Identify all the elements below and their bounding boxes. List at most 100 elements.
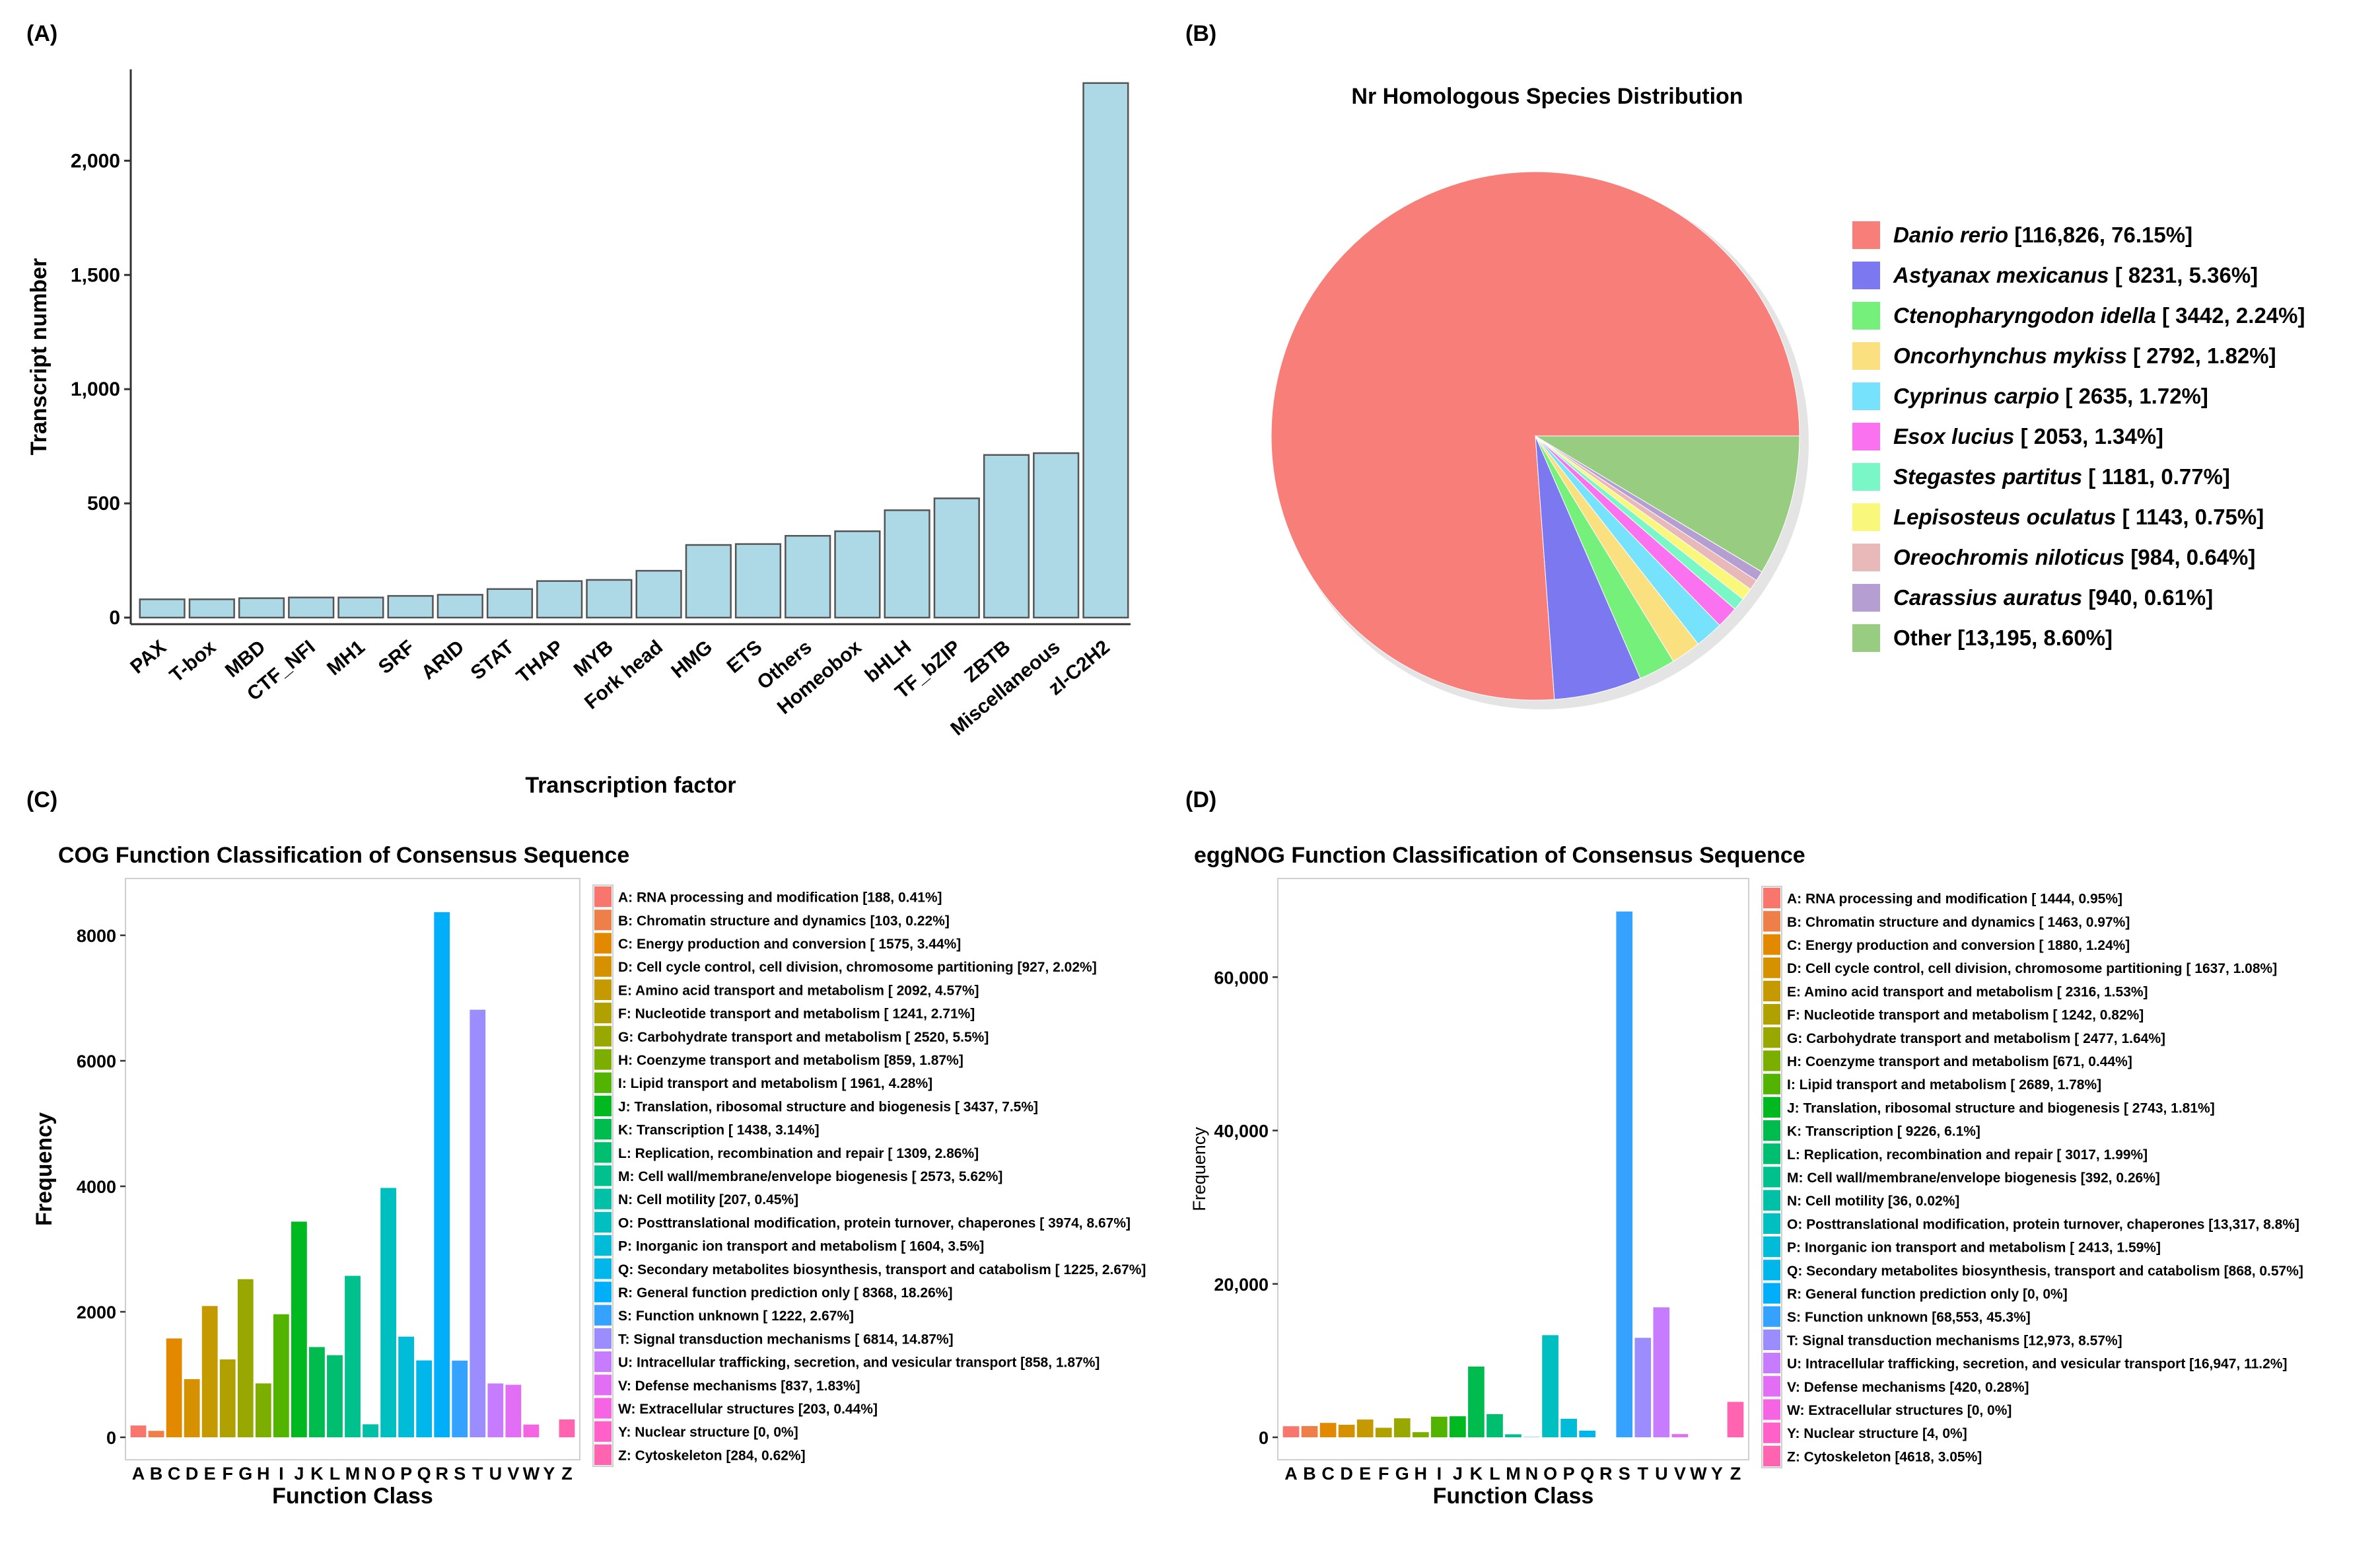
legend-entry: T: Signal transduction mechanisms [12,97… bbox=[1787, 1333, 2122, 1348]
x-tick-label: T bbox=[472, 1464, 483, 1484]
legend-swatch bbox=[594, 1049, 612, 1069]
x-tick-label: I bbox=[1437, 1464, 1442, 1484]
legend-value: [984, 0.64%] bbox=[2130, 545, 2255, 569]
x-tick-label: L bbox=[1489, 1464, 1500, 1484]
panel-label-c: (C) bbox=[26, 787, 57, 812]
legend-swatch bbox=[594, 980, 612, 1000]
x-tick-label: T-box bbox=[166, 636, 221, 687]
bar bbox=[140, 599, 185, 618]
legend-entry: M: Cell wall/membrane/envelope biogenesi… bbox=[1787, 1170, 2160, 1186]
x-tick-label: Y bbox=[543, 1464, 555, 1484]
legend-swatch bbox=[1763, 1236, 1780, 1257]
legend-entry: Q: Secondary metabolites biosynthesis, t… bbox=[1787, 1264, 2303, 1279]
bar bbox=[398, 1337, 414, 1437]
y-axis-title: Transcript number bbox=[26, 258, 52, 456]
x-tick-label: STAT bbox=[467, 636, 518, 684]
bar bbox=[190, 599, 234, 618]
bar bbox=[363, 1424, 378, 1437]
bar bbox=[1653, 1307, 1669, 1437]
x-axis-title: Function Class bbox=[272, 1484, 433, 1509]
bar bbox=[291, 1221, 307, 1437]
legend-entry: L: Replication, recombination and repair… bbox=[618, 1146, 979, 1161]
legend-swatch bbox=[1763, 1120, 1780, 1141]
legend-swatch bbox=[1763, 1050, 1780, 1071]
x-tick-label: J bbox=[1453, 1464, 1463, 1484]
legend-entry: I: Lipid transport and metabolism [ 1961… bbox=[618, 1076, 932, 1091]
legend-value: [13,195, 8.60%] bbox=[1957, 626, 2113, 650]
legend-species: Danio rerio bbox=[1893, 223, 2008, 247]
y-tick-label: 40,000 bbox=[1214, 1122, 1269, 1141]
bar bbox=[434, 912, 450, 1437]
legend-swatch bbox=[594, 1305, 612, 1326]
legend-entry: E: Amino acid transport and metabolism [… bbox=[1787, 984, 2148, 999]
x-tick-label: A bbox=[132, 1464, 145, 1484]
bar bbox=[1487, 1414, 1503, 1437]
x-tick-label: O bbox=[382, 1464, 396, 1484]
legend-swatch bbox=[1763, 1446, 1780, 1466]
bar bbox=[1033, 453, 1078, 618]
bar bbox=[438, 594, 483, 618]
legend-swatch bbox=[1763, 1166, 1780, 1187]
legend-species: Astyanax mexicanus bbox=[1893, 263, 2109, 287]
legend-swatch bbox=[1763, 1190, 1780, 1211]
legend-entry: D: Cell cycle control, cell division, ch… bbox=[618, 960, 1097, 975]
legend-entry: B: Chromatin structure and dynamics [103… bbox=[618, 914, 950, 929]
bar bbox=[885, 510, 930, 618]
x-tick-label: I bbox=[279, 1464, 284, 1484]
legend-entry: E: Amino acid transport and metabolism [… bbox=[618, 983, 979, 998]
x-tick-label: B bbox=[1303, 1464, 1316, 1484]
legend-swatch bbox=[1852, 382, 1880, 410]
legend-swatch bbox=[1763, 911, 1780, 931]
legend-species: Oncorhynchus mykiss bbox=[1893, 343, 2127, 368]
bar bbox=[220, 1359, 236, 1437]
legend-entry: B: Chromatin structure and dynamics [ 14… bbox=[1787, 915, 2130, 930]
bar bbox=[736, 544, 781, 618]
legend-entry: W: Extracellular structures [203, 0.44%] bbox=[618, 1402, 878, 1417]
legend-entry: Z: Cytoskeleton [4618, 3.05%] bbox=[1787, 1449, 1982, 1464]
legend-swatch bbox=[594, 1328, 612, 1349]
legend-entry: C: Energy production and conversion [ 18… bbox=[1787, 938, 2130, 953]
x-tick-label: PAX bbox=[126, 636, 170, 678]
y-tick-label: 6000 bbox=[77, 1052, 116, 1071]
legend-space bbox=[2059, 384, 2065, 408]
legend-entry: R: General function prediction only [0, … bbox=[1787, 1287, 2068, 1302]
bar bbox=[487, 589, 532, 618]
bar bbox=[1634, 1338, 1651, 1437]
legend-value: [ 1143, 0.75%] bbox=[2122, 505, 2264, 529]
y-axis-title: Frequency bbox=[32, 1112, 57, 1226]
legend-space bbox=[2082, 585, 2088, 610]
x-tick-label: A bbox=[1284, 1464, 1298, 1484]
bar bbox=[1672, 1434, 1689, 1437]
x-tick-label: Y bbox=[1711, 1464, 1723, 1484]
panel-label-a: (A) bbox=[26, 21, 57, 46]
y-tick-label: 0 bbox=[106, 1428, 116, 1448]
legend-value: [116,826, 76.15%] bbox=[2014, 223, 2192, 247]
legend-swatch bbox=[594, 1375, 612, 1395]
bar bbox=[470, 1010, 485, 1437]
x-tick-label: S bbox=[454, 1464, 466, 1484]
legend-entry: R: General function prediction only [ 83… bbox=[618, 1285, 952, 1301]
x-tick-label: B bbox=[150, 1464, 163, 1484]
legend-space bbox=[2109, 263, 2115, 287]
bar bbox=[345, 1276, 361, 1437]
x-tick-label: MH1 bbox=[323, 636, 369, 680]
legend-swatch bbox=[1763, 1143, 1780, 1164]
y-axis-title: Frequency bbox=[1189, 1127, 1209, 1211]
bar bbox=[239, 598, 284, 618]
legend-species: Cyprinus carpio bbox=[1893, 384, 2059, 408]
legend-entry: S: Function unknown [68,553, 45.3%] bbox=[1787, 1310, 2031, 1325]
chart-b: Nr Homologous Species DistributionDanio … bbox=[1271, 84, 2305, 709]
legend-swatch bbox=[1852, 423, 1880, 450]
legend-swatch bbox=[1852, 221, 1880, 249]
legend-swatch bbox=[594, 1421, 612, 1442]
legend-entry: Cyprinus carpio [ 2635, 1.72%] bbox=[1893, 384, 2208, 408]
bar bbox=[339, 598, 384, 618]
legend-space bbox=[2156, 303, 2162, 328]
bar bbox=[1357, 1419, 1374, 1437]
x-tick-label: K bbox=[1470, 1464, 1483, 1484]
legend-swatch bbox=[594, 1398, 612, 1418]
x-tick-label: E bbox=[1359, 1464, 1371, 1484]
bar bbox=[1468, 1367, 1485, 1437]
bar bbox=[537, 581, 582, 618]
